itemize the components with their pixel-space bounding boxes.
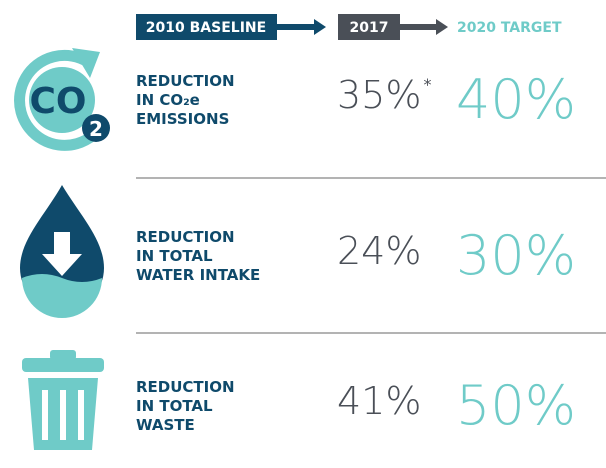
- baseline-label: 2010 BASELINE: [146, 20, 266, 36]
- current-value: 24%: [337, 229, 421, 273]
- row-label: IN TOTAL: [136, 247, 213, 265]
- row-label: REDUCTION: [136, 72, 235, 90]
- arrow: [277, 19, 326, 35]
- footnote-mark: *: [423, 75, 431, 94]
- row-label: EMISSIONS: [136, 110, 229, 128]
- current-label: 2017: [350, 20, 389, 36]
- co2-icon: CO 2: [14, 48, 110, 151]
- water-icon: [20, 185, 104, 318]
- baseline-box: [136, 14, 277, 40]
- row-label: IN CO₂e: [136, 91, 200, 109]
- current-box: [338, 14, 400, 40]
- row-label: IN TOTAL: [136, 397, 213, 415]
- current-value: 35%: [337, 73, 421, 117]
- target-value: 40%: [456, 68, 576, 131]
- icon-text: CO: [29, 81, 86, 122]
- current-value: 41%: [337, 379, 421, 423]
- row-label: WASTE: [136, 416, 195, 434]
- target-label: 2020 TARGET: [457, 20, 562, 36]
- row-label: WATER INTAKE: [136, 266, 260, 284]
- row-label: REDUCTION: [136, 228, 235, 246]
- trash-icon: [22, 350, 104, 450]
- row-label: REDUCTION: [136, 378, 235, 396]
- icon-text: 2: [89, 117, 103, 141]
- arrow: [400, 19, 448, 35]
- target-value: 30%: [456, 224, 576, 287]
- target-value: 50%: [456, 374, 576, 437]
